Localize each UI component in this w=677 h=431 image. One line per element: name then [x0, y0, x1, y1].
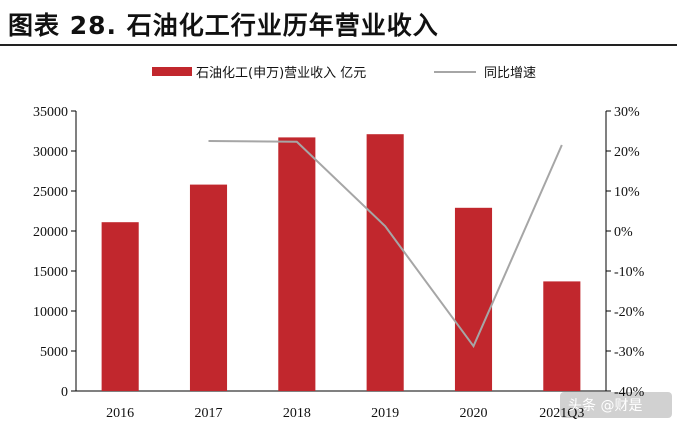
bar — [543, 281, 581, 391]
bar — [278, 137, 316, 391]
legend-label-revenue: 石油化工(申万)营业收入 亿元 — [196, 66, 366, 81]
legend-label-growth: 同比增速 — [484, 66, 536, 81]
y-right-tick-label: 0% — [614, 225, 633, 240]
bars — [101, 134, 581, 391]
figure-title: 图表 28. 石油化工行业历年营业收入 — [8, 11, 439, 40]
legend-swatch-revenue — [152, 67, 192, 76]
revenue-chart: 石油化工(申万)营业收入 亿元 同比增速 0 5000 10000 15000 2000… — [33, 66, 672, 421]
legend: 石油化工(申万)营业收入 亿元 同比增速 — [152, 66, 536, 81]
y-right-tick-label: -40% — [614, 385, 645, 400]
y-left-tick-label: 5000 — [40, 345, 68, 360]
x-tick-label: 2020 — [460, 406, 488, 421]
watermark-text: 头条 @财是 — [568, 397, 642, 414]
bar — [454, 207, 493, 391]
x-tick-label: 2016 — [106, 406, 134, 421]
axes: 0 5000 10000 15000 20000 25000 30000 35000 -40% -… — [33, 105, 645, 421]
growth-line — [208, 140, 563, 349]
y-right-tick-label: -30% — [614, 345, 645, 360]
y-right-tick-label: 10% — [614, 185, 640, 200]
watermark: 头条 @财是 — [560, 392, 672, 418]
y-left-tick-label: 30000 — [33, 145, 68, 160]
y-right-tick-label: -20% — [614, 305, 645, 320]
x-tick-label: 2019 — [371, 406, 399, 421]
y-left-tick-label: 20000 — [33, 225, 68, 240]
y-left-tick-label: 15000 — [33, 265, 68, 280]
bar — [366, 134, 404, 391]
bar — [189, 184, 228, 391]
title-underline — [0, 44, 677, 46]
x-tick-label: 2017 — [195, 406, 223, 421]
y-right-tick-label: 30% — [614, 105, 640, 120]
y-left-tick-label: 0 — [61, 385, 68, 400]
y-left-tick-label: 10000 — [33, 305, 68, 320]
title-bar: 图表 28. 石油化工行业历年营业收入 — [0, 0, 677, 48]
growth-series-line — [208, 140, 563, 349]
y-left-tick-label: 35000 — [33, 105, 68, 120]
x-tick-label: 2018 — [283, 406, 311, 421]
y-left-tick-label: 25000 — [33, 185, 68, 200]
bar — [101, 222, 139, 391]
y-right-tick-label: 20% — [614, 145, 640, 160]
x-tick-label: 2021Q3 — [539, 406, 584, 421]
y-right-tick-label: -10% — [614, 265, 645, 280]
